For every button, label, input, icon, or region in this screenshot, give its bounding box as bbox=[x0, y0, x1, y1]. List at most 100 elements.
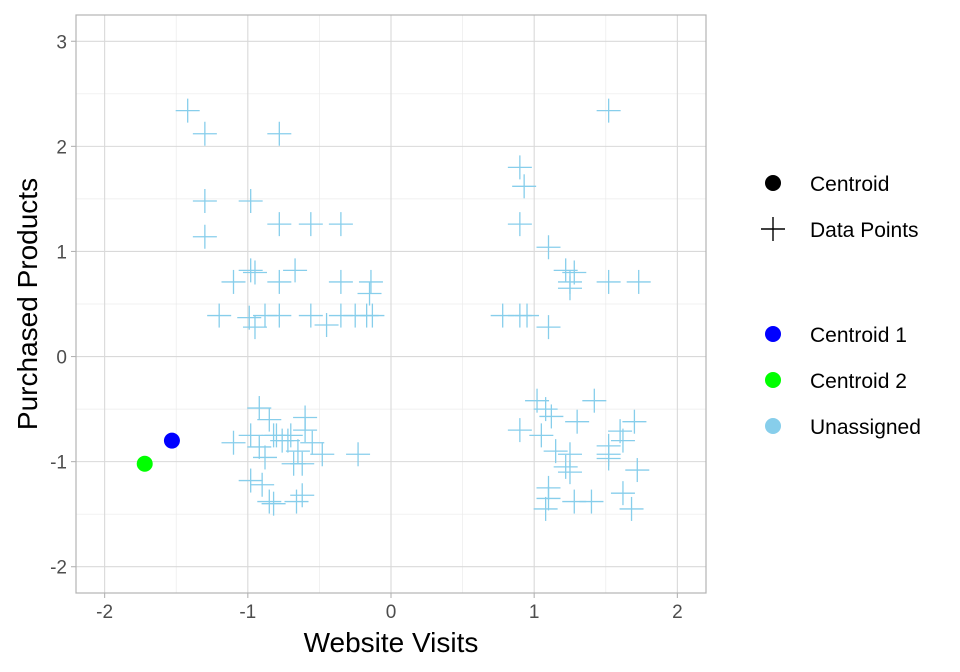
data-point-cross bbox=[536, 235, 561, 260]
data-point-cross bbox=[626, 269, 651, 294]
y-tick-label: -1 bbox=[50, 453, 67, 474]
data-point-cross bbox=[290, 483, 315, 508]
data-point-cross bbox=[512, 174, 537, 199]
x-tick-label: -1 bbox=[239, 602, 256, 623]
data-point-cross bbox=[285, 439, 310, 464]
legend-swatch-icon bbox=[765, 418, 781, 434]
data-point-cross bbox=[579, 489, 604, 514]
y-tick-label: 1 bbox=[56, 242, 67, 263]
data-point-cross bbox=[557, 276, 582, 301]
data-point-cross bbox=[257, 407, 282, 432]
data-point-cross bbox=[290, 451, 315, 476]
data-point-cross bbox=[536, 486, 561, 511]
data-point-cross bbox=[360, 303, 385, 328]
data-point-cross bbox=[596, 446, 621, 471]
data-point-cross bbox=[242, 315, 267, 340]
legend-item-centroid-1: Centroid 1 bbox=[765, 324, 907, 347]
data-point-cross bbox=[553, 454, 578, 479]
data-point-cross bbox=[328, 269, 353, 294]
data-point-cross bbox=[610, 428, 635, 453]
data-point-cross bbox=[261, 491, 286, 516]
data-point-cross bbox=[221, 430, 246, 455]
legend-item-unassigned: Unassigned bbox=[765, 416, 921, 439]
data-point-cross bbox=[284, 489, 309, 514]
data-point-cross bbox=[257, 489, 282, 514]
data-point-cross bbox=[346, 442, 371, 467]
data-point-cross bbox=[608, 419, 633, 444]
data-point-cross bbox=[507, 418, 532, 443]
data-point-cross bbox=[300, 430, 325, 455]
x-tick-label: 1 bbox=[529, 602, 540, 623]
data-point-cross bbox=[247, 434, 272, 459]
data-point-cross bbox=[192, 121, 217, 146]
legend-circle-icon bbox=[765, 175, 781, 191]
legend: Centroid Data Points Centroid 1 Centroid… bbox=[761, 173, 921, 439]
major-gridlines bbox=[76, 15, 706, 593]
x-axis-ticks: -2 -1 0 1 2 bbox=[96, 593, 683, 623]
centroid-point bbox=[136, 455, 153, 472]
x-tick-label: 2 bbox=[672, 602, 683, 623]
data-point-cross bbox=[543, 439, 568, 464]
data-points bbox=[136, 98, 651, 521]
data-point-cross bbox=[293, 418, 318, 443]
x-axis-title: Website Visits bbox=[304, 627, 479, 658]
data-point-cross bbox=[267, 212, 292, 237]
data-point-cross bbox=[253, 445, 277, 470]
y-tick-label: -2 bbox=[50, 558, 67, 579]
data-point-cross bbox=[596, 269, 621, 294]
data-point-cross bbox=[357, 281, 382, 306]
y-tick-label: 3 bbox=[56, 32, 67, 53]
data-point-cross bbox=[192, 189, 217, 214]
data-point-cross bbox=[358, 269, 383, 294]
data-point-cross bbox=[610, 481, 635, 506]
data-point-cross bbox=[529, 423, 554, 448]
x-tick-label: -2 bbox=[96, 602, 113, 623]
y-axis-ticks: -2 -1 0 1 2 3 bbox=[50, 32, 76, 579]
legend-label: Centroid 1 bbox=[810, 324, 907, 347]
data-point-cross bbox=[539, 404, 564, 429]
legend-label: Data Points bbox=[810, 219, 919, 242]
legend-item-data-points: Data Points bbox=[761, 217, 919, 242]
legend-cross-icon bbox=[761, 217, 785, 241]
legend-label: Unassigned bbox=[810, 416, 921, 439]
data-point-cross bbox=[237, 305, 262, 330]
data-point-cross bbox=[562, 260, 587, 285]
data-point-cross bbox=[557, 460, 582, 485]
data-point-cross bbox=[298, 212, 323, 237]
legend-label: Centroid 2 bbox=[810, 370, 907, 393]
data-point-cross bbox=[267, 121, 292, 146]
data-point-cross bbox=[314, 313, 339, 338]
y-tick-label: 2 bbox=[56, 137, 67, 158]
data-point-cross bbox=[625, 458, 650, 483]
y-axis-title: Purchased Products bbox=[12, 178, 43, 430]
data-point-cross bbox=[221, 269, 246, 294]
data-point-cross bbox=[533, 496, 558, 521]
data-point-cross bbox=[238, 189, 263, 214]
data-point-cross bbox=[619, 496, 644, 521]
data-point-cross bbox=[175, 98, 200, 123]
data-point-cross bbox=[507, 155, 532, 180]
centroid-point bbox=[163, 432, 180, 449]
legend-label: Centroid bbox=[810, 173, 889, 196]
data-point-cross bbox=[507, 212, 532, 237]
legend-swatch-icon bbox=[765, 372, 781, 388]
data-point-cross bbox=[536, 315, 561, 340]
data-point-cross bbox=[275, 428, 300, 453]
data-point-cross bbox=[582, 388, 607, 413]
legend-swatch-icon bbox=[765, 326, 781, 342]
data-point-cross bbox=[565, 409, 590, 434]
data-point-cross bbox=[298, 303, 323, 328]
data-point-cross bbox=[515, 303, 540, 328]
data-point-cross bbox=[310, 442, 335, 467]
data-point-cross bbox=[238, 258, 263, 283]
legend-item-centroid-2: Centroid 2 bbox=[765, 370, 907, 393]
data-point-cross bbox=[267, 303, 292, 328]
data-point-cross bbox=[267, 269, 292, 294]
data-point-cross bbox=[207, 303, 232, 328]
data-point-cross bbox=[328, 212, 353, 237]
data-point-cross bbox=[238, 468, 263, 493]
data-point-cross bbox=[596, 98, 621, 123]
data-point-cross bbox=[242, 260, 267, 285]
data-point-cross bbox=[250, 472, 275, 497]
